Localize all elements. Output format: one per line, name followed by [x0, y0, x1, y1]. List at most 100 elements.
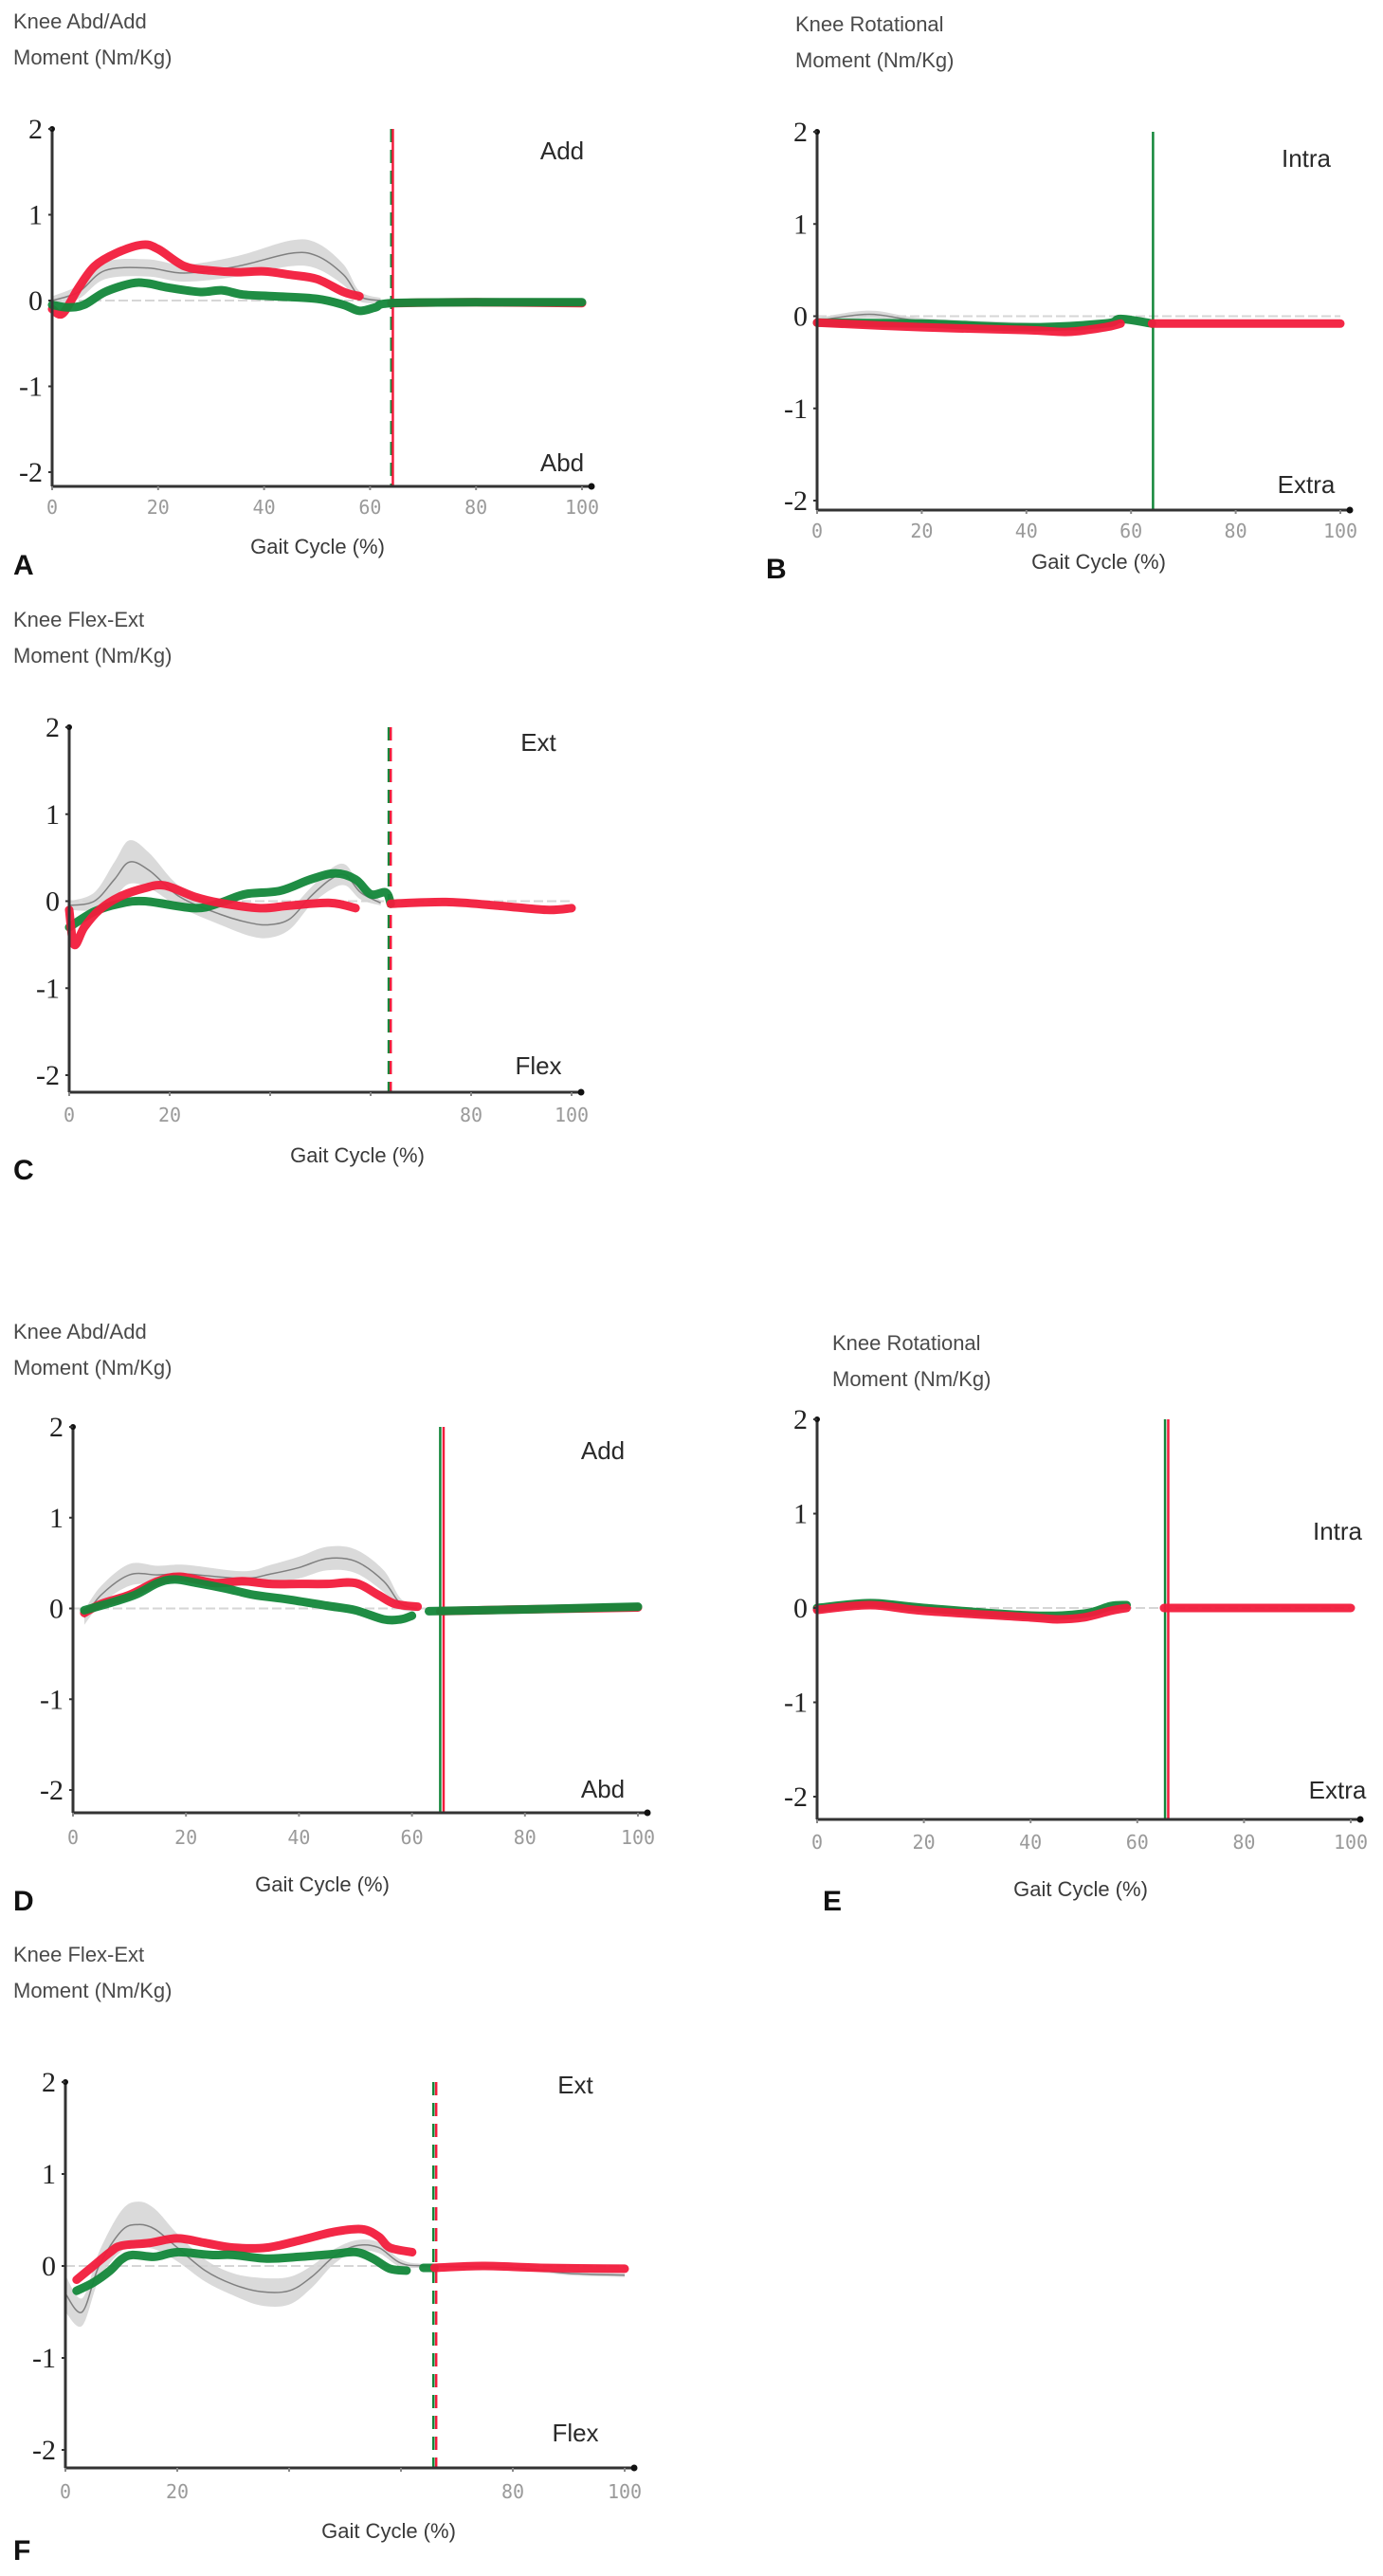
x-tick-label: 60 — [358, 496, 381, 519]
series-line-green — [47, 278, 587, 316]
x-axis-arrow — [630, 2464, 638, 2472]
series-line-red — [429, 2261, 629, 2274]
x-tick-label: 0 — [811, 1831, 823, 1854]
x-tick-label: 60 — [1119, 520, 1142, 542]
x-tick-label: 0 — [46, 496, 58, 519]
x-tick-label: 80 — [464, 496, 487, 519]
x-tick-label: 20 — [910, 520, 933, 542]
x-tick-label: 20 — [913, 1831, 936, 1854]
panel-title: Knee Flex-Ext — [13, 1943, 144, 1966]
panel-letter: D — [13, 1886, 34, 1917]
normative-mean-line — [51, 251, 381, 301]
series-line-green — [80, 1575, 417, 1625]
x-axis-arrow — [577, 1088, 585, 1096]
x-axis-label: Gait Cycle (%) — [1031, 550, 1166, 574]
x-tick-label: 40 — [287, 1826, 310, 1849]
y-tick-label: -2 — [36, 1060, 60, 1091]
x-tick-label: 80 — [1225, 520, 1247, 542]
y-tick-label: -1 — [36, 973, 60, 1004]
panel-title: Moment (Nm/Kg) — [832, 1367, 991, 1391]
y-tick-label: 1 — [49, 1503, 64, 1534]
x-tick-label: 100 — [565, 496, 599, 519]
y-tick-label: 0 — [793, 301, 808, 333]
x-axis-arrow — [1356, 1816, 1364, 1823]
x-tick-label: 20 — [166, 2480, 189, 2503]
x-tick-label: 100 — [608, 2480, 642, 2503]
y-tick-label: -1 — [19, 372, 43, 403]
x-tick-label: 40 — [1015, 520, 1038, 542]
x-tick-label: 80 — [514, 1826, 537, 1849]
x-tick-label: 0 — [811, 520, 823, 542]
series-line-red — [812, 1600, 1132, 1624]
panel-title: Moment (Nm/Kg) — [13, 46, 172, 69]
y-tick-label: -2 — [32, 2435, 56, 2466]
x-tick-label: 100 — [621, 1826, 655, 1849]
y-tick-label: -1 — [784, 1688, 808, 1719]
y-tick-label: 0 — [28, 285, 43, 317]
x-tick-label: 0 — [60, 2480, 71, 2503]
upper-direction-label: Add — [581, 1436, 625, 1465]
x-axis-arrow — [1346, 506, 1354, 514]
panel-title: Moment (Nm/Kg) — [13, 1979, 172, 2002]
upper-direction-label: Ext — [557, 2071, 593, 2099]
panel-title: Knee Rotational — [795, 12, 944, 36]
y-tick-label: -1 — [32, 2343, 56, 2374]
x-tick-label: 20 — [158, 1104, 181, 1126]
lower-direction-label: Flex — [552, 2419, 598, 2447]
x-tick-label: 100 — [555, 1104, 589, 1126]
y-tick-label: 2 — [45, 712, 60, 743]
x-axis-arrow — [588, 483, 595, 490]
y-tick-label: 1 — [45, 799, 60, 831]
normative-band — [65, 2201, 625, 2328]
x-tick-label: 40 — [1019, 1831, 1042, 1854]
y-tick-label: 2 — [28, 114, 43, 145]
series-line-red — [64, 880, 360, 950]
normative-band — [69, 840, 381, 939]
y-tick-label: -2 — [40, 1775, 64, 1806]
y-tick-label: 0 — [793, 1593, 808, 1624]
panel-title: Moment (Nm/Kg) — [795, 48, 954, 72]
y-tick-label: 0 — [49, 1594, 64, 1625]
y-tick-label: 1 — [793, 1499, 808, 1530]
panel-letter: B — [766, 554, 787, 585]
y-tick-label: -2 — [784, 485, 808, 517]
y-tick-label: 2 — [49, 1412, 64, 1443]
series-line-red — [386, 897, 576, 915]
panel-letter: A — [13, 550, 34, 581]
lower-direction-label: Extra — [1309, 1776, 1367, 1804]
x-tick-label: 20 — [174, 1826, 197, 1849]
panel-title: Moment (Nm/Kg) — [13, 644, 172, 667]
y-tick-label: -1 — [40, 1684, 64, 1715]
x-tick-label: 60 — [1126, 1831, 1149, 1854]
lower-direction-label: Flex — [515, 1051, 561, 1080]
y-tick-label: -1 — [784, 393, 808, 425]
lower-direction-label: Abd — [540, 448, 584, 477]
series-line-red — [812, 318, 1125, 337]
y-tick-label: 0 — [45, 886, 60, 918]
panel-title: Knee Abd/Add — [13, 1320, 147, 1343]
y-tick-label: 1 — [42, 2159, 56, 2190]
series-line-red — [72, 2224, 417, 2285]
upper-direction-label: Intra — [1313, 1517, 1363, 1545]
normative-mean-line — [83, 1557, 418, 1618]
upper-direction-label: Intra — [1282, 144, 1332, 173]
x-axis-label: Gait Cycle (%) — [321, 2519, 456, 2543]
x-tick-label: 20 — [147, 496, 170, 519]
y-tick-label: 2 — [42, 2067, 56, 2098]
series-line-green — [424, 1602, 643, 1616]
y-tick-label: 0 — [42, 2251, 56, 2282]
series-line-red — [47, 240, 364, 320]
upper-direction-label: Ext — [520, 728, 556, 757]
y-tick-label: -2 — [784, 1781, 808, 1813]
panel-title: Knee Flex-Ext — [13, 608, 144, 631]
panel-title: Knee Rotational — [832, 1331, 981, 1355]
x-tick-label: 40 — [253, 496, 276, 519]
x-tick-label: 100 — [1334, 1831, 1368, 1854]
x-axis-label: Gait Cycle (%) — [290, 1143, 425, 1167]
lower-direction-label: Abd — [581, 1775, 625, 1803]
x-tick-label: 80 — [501, 2480, 524, 2503]
